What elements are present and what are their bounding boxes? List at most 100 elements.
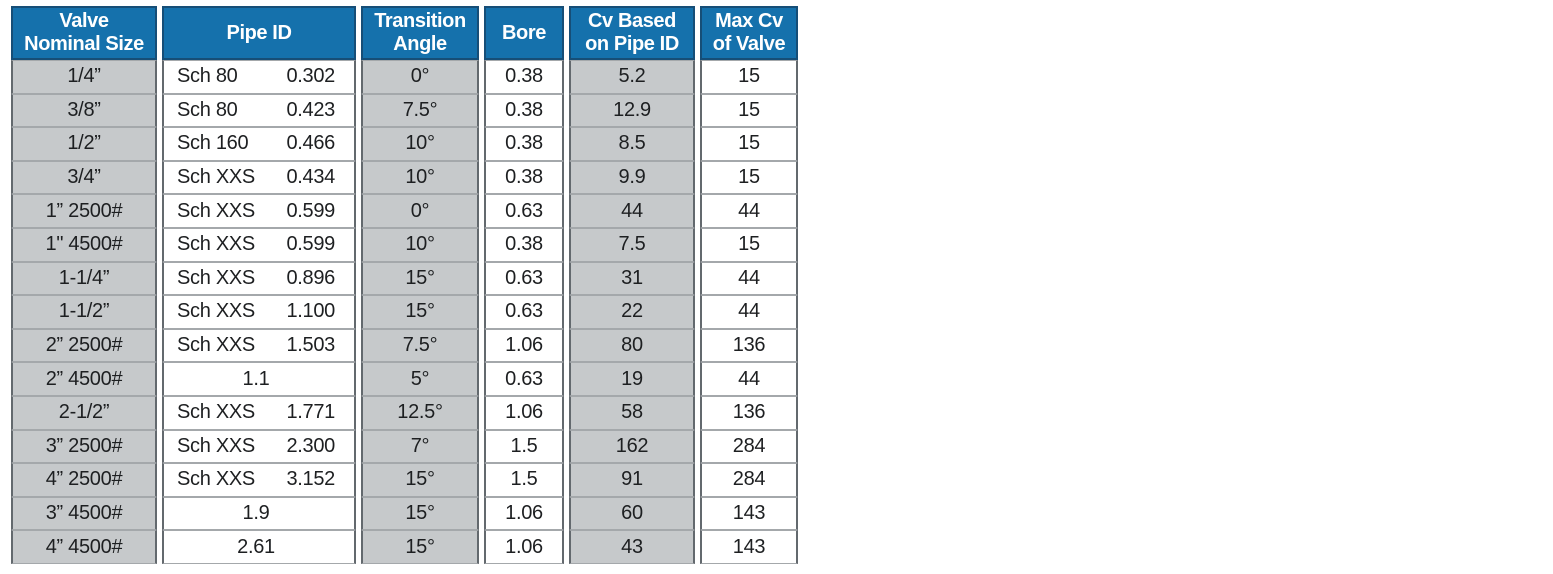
table-row: 1/4” Sch 80 0.302 0° 0.38 5.2 15 <box>11 60 798 94</box>
table-row: 4” 4500# 2.61 15° 1.06 43 143 <box>11 530 798 564</box>
max-cv-cell: 143 <box>700 496 798 531</box>
header-line: Max Cv <box>715 10 783 32</box>
cv-pipe-id-cell: 8.5 <box>569 127 695 161</box>
max-cv-cell: 15 <box>700 127 798 161</box>
transition-angle-cell: 7.5° <box>361 93 479 128</box>
header-line: Cv Based <box>588 10 676 32</box>
table-row: 1-1/4” Sch XXS 0.896 15° 0.63 31 44 <box>11 261 798 296</box>
table-row: 2-1/2” Sch XXS 1.771 12.5° 1.06 58 136 <box>11 395 798 430</box>
table-row: 3” 2500# Sch XXS 2.300 7° 1.5 162 284 <box>11 429 798 464</box>
valve-size-cell: 3” 2500# <box>11 429 157 464</box>
pipe-id-value: 1.1 <box>242 367 270 390</box>
bore-cell: 1.5 <box>484 463 564 497</box>
valve-size-cell: 3/4” <box>11 160 157 195</box>
valve-size-cell: 2-1/2” <box>11 395 157 430</box>
valve-size-cell: 3/8” <box>11 93 157 128</box>
bore-cell: 0.63 <box>484 194 564 228</box>
pipe-id-value: 1.9 <box>242 502 270 525</box>
table-row: 3/4” Sch XXS 0.434 10° 0.38 9.9 15 <box>11 160 798 195</box>
bore-cell: 0.63 <box>484 295 564 329</box>
cv-pipe-id-cell: 80 <box>569 328 695 363</box>
transition-angle-cell: 15° <box>361 295 479 329</box>
max-cv-cell: 284 <box>700 429 798 464</box>
pipe-schedule: Sch XXS <box>177 166 255 189</box>
max-cv-cell: 136 <box>700 328 798 363</box>
cv-pipe-id-cell: 44 <box>569 194 695 228</box>
pipe-id-value: 2.300 <box>286 434 335 457</box>
pipe-schedule: Sch XXS <box>177 300 255 323</box>
column-header-valve-nominal-size: Valve Nominal Size <box>11 6 157 60</box>
max-cv-cell: 44 <box>700 295 798 329</box>
table-row: 2” 2500# Sch XXS 1.503 7.5° 1.06 80 136 <box>11 328 798 363</box>
cv-pipe-id-cell: 58 <box>569 395 695 430</box>
max-cv-cell: 136 <box>700 395 798 430</box>
pipe-id-cell: Sch 80 0.423 <box>162 93 356 128</box>
pipe-id-cell: Sch XXS 0.434 <box>162 160 356 195</box>
header-line: Transition <box>374 10 466 32</box>
bore-cell: 0.38 <box>484 93 564 128</box>
transition-angle-cell: 10° <box>361 127 479 161</box>
pipe-id-value: 0.599 <box>286 233 335 256</box>
cv-pipe-id-cell: 31 <box>569 261 695 296</box>
valve-size-cell: 1/4” <box>11 60 157 94</box>
transition-angle-cell: 15° <box>361 463 479 497</box>
pipe-schedule: Sch 80 <box>177 65 238 88</box>
table-row: 3/8” Sch 80 0.423 7.5° 0.38 12.9 15 <box>11 93 798 128</box>
pipe-schedule: Sch XXS <box>177 233 255 256</box>
valve-size-cell: 4” 2500# <box>11 463 157 497</box>
pipe-id-cell: Sch 80 0.302 <box>162 60 356 94</box>
table-row: 4” 2500# Sch XXS 3.152 15° 1.5 91 284 <box>11 463 798 497</box>
header-line: Bore <box>502 21 546 44</box>
transition-angle-cell: 15° <box>361 261 479 296</box>
pipe-schedule: Sch XXS <box>177 401 255 424</box>
bore-cell: 1.06 <box>484 496 564 531</box>
cv-pipe-id-cell: 12.9 <box>569 93 695 128</box>
table-row: 1-1/2” Sch XXS 1.100 15° 0.63 22 44 <box>11 295 798 329</box>
bore-cell: 1.06 <box>484 530 564 564</box>
pipe-id-value: 0.434 <box>286 166 335 189</box>
pipe-schedule: Sch XXS <box>177 468 255 491</box>
cv-pipe-id-cell: 5.2 <box>569 60 695 94</box>
pipe-id-value: 0.896 <box>286 266 335 289</box>
valve-size-cell: 1/2” <box>11 127 157 161</box>
valve-size-cell: 3” 4500# <box>11 496 157 531</box>
cv-pipe-id-cell: 22 <box>569 295 695 329</box>
pipe-id-cell: Sch XXS 0.599 <box>162 227 356 262</box>
pipe-id-value: 1.503 <box>286 334 335 357</box>
bore-cell: 0.38 <box>484 127 564 161</box>
cv-pipe-id-cell: 43 <box>569 530 695 564</box>
transition-angle-cell: 7° <box>361 429 479 464</box>
bore-cell: 1.06 <box>484 395 564 430</box>
valve-size-cell: 4” 4500# <box>11 530 157 564</box>
max-cv-cell: 44 <box>700 362 798 396</box>
table-body: 1/4” Sch 80 0.302 0° 0.38 5.2 15 3/8” Sch… <box>11 60 798 564</box>
pipe-id-value: 1.771 <box>286 401 335 424</box>
valve-cv-spec-table: Valve Nominal Size Pipe ID Transition An… <box>6 6 803 564</box>
pipe-id-value: 0.423 <box>286 98 335 121</box>
header-row: Valve Nominal Size Pipe ID Transition An… <box>11 6 798 60</box>
transition-angle-cell: 10° <box>361 160 479 195</box>
column-header-bore: Bore <box>484 6 564 60</box>
table-row: 3” 4500# 1.9 15° 1.06 60 143 <box>11 496 798 531</box>
valve-size-cell: 1” 2500# <box>11 194 157 228</box>
pipe-id-cell: Sch XXS 1.503 <box>162 328 356 363</box>
valve-size-cell: 2” 2500# <box>11 328 157 363</box>
bore-cell: 0.38 <box>484 227 564 262</box>
max-cv-cell: 44 <box>700 261 798 296</box>
table-header: Valve Nominal Size Pipe ID Transition An… <box>11 6 798 60</box>
pipe-id-cell: Sch XXS 1.771 <box>162 395 356 430</box>
bore-cell: 1.06 <box>484 328 564 363</box>
header-line: Valve <box>59 10 109 32</box>
pipe-id-value: 1.100 <box>286 300 335 323</box>
max-cv-cell: 15 <box>700 227 798 262</box>
pipe-id-cell: Sch XXS 2.300 <box>162 429 356 464</box>
max-cv-cell: 15 <box>700 60 798 94</box>
transition-angle-cell: 12.5° <box>361 395 479 430</box>
transition-angle-cell: 10° <box>361 227 479 262</box>
pipe-id-cell: 1.9 <box>162 496 356 531</box>
header-line: Angle <box>393 33 447 55</box>
cv-pipe-id-cell: 91 <box>569 463 695 497</box>
table-row: 1/2” Sch 160 0.466 10° 0.38 8.5 15 <box>11 127 798 161</box>
max-cv-cell: 284 <box>700 463 798 497</box>
pipe-id-cell: Sch XXS 1.100 <box>162 295 356 329</box>
